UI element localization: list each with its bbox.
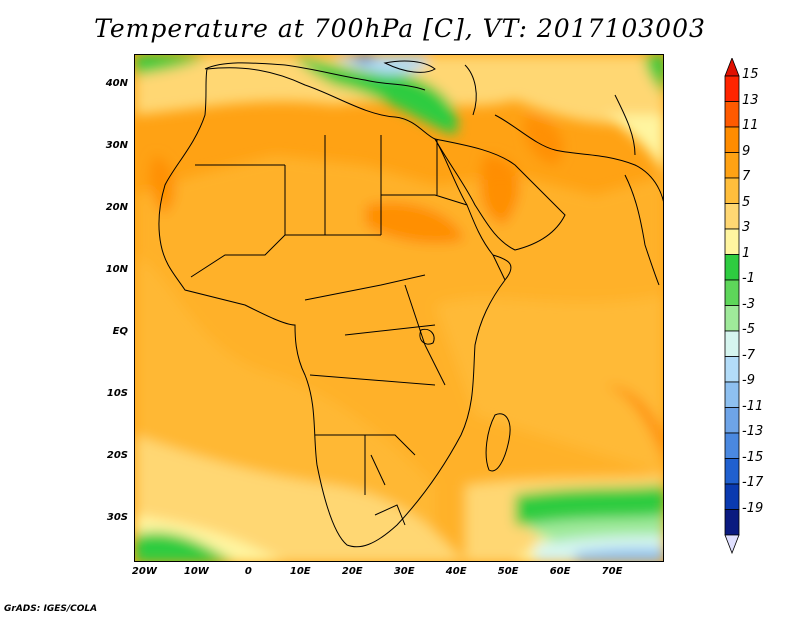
colorbar-swatch bbox=[724, 432, 740, 459]
lon-tick-label: 70E bbox=[601, 566, 623, 577]
colorbar-label: 13 bbox=[742, 92, 759, 108]
lon-tick-label: 20W bbox=[131, 566, 157, 577]
colorbar-swatch bbox=[724, 126, 740, 153]
colorbar-label: 15 bbox=[742, 67, 759, 82]
colorbar-label: -13 bbox=[742, 424, 764, 439]
lon-tick-label: 60E bbox=[549, 566, 571, 577]
colorbar-swatch bbox=[724, 305, 740, 332]
colorbar-label: 5 bbox=[742, 194, 751, 210]
colorbar-swatch bbox=[724, 101, 740, 128]
colorbar-label: 7 bbox=[742, 169, 751, 184]
colorbar-swatch bbox=[724, 228, 740, 255]
colorbar-swatch bbox=[724, 279, 740, 306]
map-plot-area bbox=[134, 54, 664, 562]
temperature-map bbox=[135, 55, 663, 561]
coastlines bbox=[158, 60, 663, 548]
lon-tick-label: 30E bbox=[393, 566, 415, 577]
colorbar-label: -3 bbox=[742, 296, 755, 312]
colorbar-swatch bbox=[724, 509, 740, 536]
lon-tick-label: 50E bbox=[497, 566, 519, 577]
colorbar-label: 11 bbox=[742, 118, 759, 133]
colorbar-label: -11 bbox=[742, 398, 764, 414]
lat-tick-label: 40N bbox=[105, 77, 128, 89]
lat-tick-label: 20N bbox=[105, 201, 128, 213]
colorbar-label: 9 bbox=[742, 143, 751, 159]
lon-tick-label: 20E bbox=[341, 566, 363, 577]
colorbar-swatch bbox=[724, 177, 740, 204]
colorbar bbox=[724, 58, 740, 555]
lat-tick-label: 30S bbox=[106, 511, 128, 523]
colorbar-swatch bbox=[724, 356, 740, 383]
colorbar-swatch bbox=[724, 330, 740, 357]
colorbar-label: -5 bbox=[742, 322, 755, 337]
lon-tick-label: 0 bbox=[244, 566, 252, 577]
colorbar-top-arrow bbox=[724, 58, 740, 77]
colorbar-swatch bbox=[724, 152, 740, 179]
lat-tick-label: EQ bbox=[112, 325, 128, 337]
colorbar-label: -9 bbox=[742, 373, 755, 388]
colorbar-swatch bbox=[724, 381, 740, 408]
lon-tick-label: 10W bbox=[183, 566, 209, 577]
lat-tick-label: 10N bbox=[105, 263, 128, 275]
temperature-field bbox=[135, 55, 663, 561]
lat-tick-label: 20S bbox=[106, 449, 128, 461]
colorbar-label: -19 bbox=[742, 500, 764, 516]
colorbar-label: -7 bbox=[742, 347, 755, 363]
lon-tick-label: 10E bbox=[289, 566, 311, 577]
colorbar-bottom-arrow bbox=[724, 534, 740, 555]
chart-title: Temperature at 700hPa [C], VT: 201710300… bbox=[94, 14, 706, 43]
colorbar-label: -15 bbox=[742, 449, 764, 465]
lat-tick-label: 10S bbox=[106, 387, 128, 399]
colorbar-swatch bbox=[724, 483, 740, 510]
colorbar-swatch bbox=[724, 458, 740, 485]
colorbar-swatch bbox=[724, 407, 740, 434]
lat-tick-label: 30N bbox=[105, 139, 128, 151]
colorbar-swatch bbox=[724, 203, 740, 230]
colorbar-label: 1 bbox=[742, 245, 751, 261]
colorbar-label: -1 bbox=[742, 271, 755, 286]
lon-tick-label: 40E bbox=[445, 566, 467, 577]
colorbar-label: -17 bbox=[742, 475, 764, 490]
credit-text: GrADS: IGES/COLA bbox=[4, 604, 98, 614]
colorbar-swatch bbox=[724, 254, 740, 281]
colorbar-label: 3 bbox=[742, 220, 751, 235]
colorbar-swatch bbox=[724, 75, 740, 102]
